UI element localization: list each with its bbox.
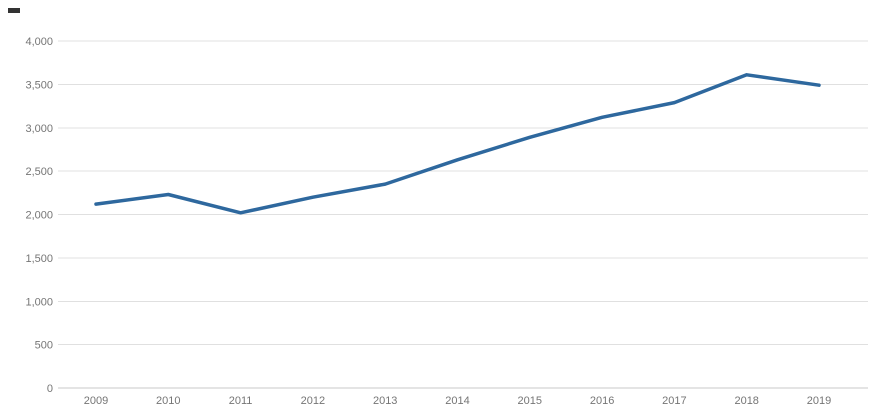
x-axis-tick-label: 2015 [518,395,542,407]
data-series-line[interactable] [94,73,821,215]
y-axis-tick-label: 4,000 [25,36,53,48]
x-axis-tick-label: 2019 [807,395,831,407]
y-axis-tick-label: 1,500 [25,253,53,265]
x-axis-tick-label: 2010 [156,395,180,407]
y-axis-tick-label: 1,000 [25,296,53,308]
y-axis-tick-label: 2,500 [25,166,53,178]
x-axis-tick-label: 2017 [662,395,686,407]
y-axis-tick-label: 3,000 [25,123,53,135]
stray-mark [8,8,20,13]
x-axis-tick-label: 2012 [301,395,325,407]
y-axis-tick-label: 500 [35,340,53,352]
y-axis-tick-label: 0 [47,383,53,395]
x-axis-tick-label: 2016 [590,395,614,407]
y-axis-tick-label: 2,000 [25,210,53,222]
x-axis-tick-label: 2009 [84,395,108,407]
x-axis-tick-label: 2014 [445,395,469,407]
y-axis-tick-label: 3,500 [25,79,53,91]
x-axis-tick-label: 2018 [734,395,758,407]
x-axis-tick-label: 2013 [373,395,397,407]
x-axis-tick-label: 2011 [229,395,253,407]
